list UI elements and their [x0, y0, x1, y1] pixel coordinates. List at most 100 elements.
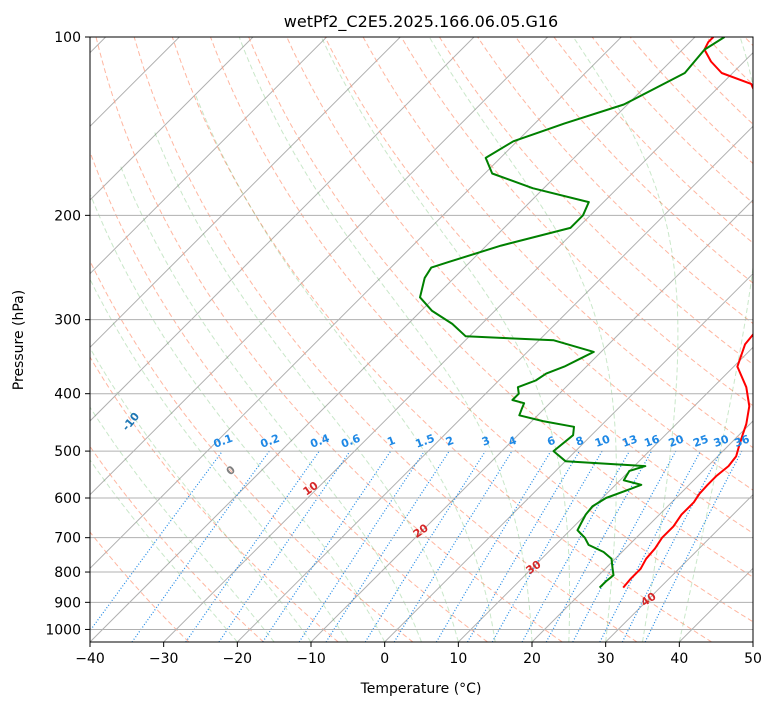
x-tick-label: −40 — [75, 651, 105, 667]
mixing-ratio-label: 36 — [733, 432, 752, 450]
pressure-gridlines — [90, 37, 753, 630]
mixing-ratio-line — [364, 450, 486, 642]
dry-adiabat-line — [591, 37, 753, 204]
mixing-ratio-line — [90, 450, 223, 632]
moist-adiabat-line — [428, 37, 617, 642]
x-tick-label: 0 — [380, 651, 389, 667]
x-tick-label: 40 — [670, 651, 688, 667]
mixing-ratio-line — [435, 450, 552, 642]
mixing-ratio-label: 10 — [593, 432, 612, 450]
dry-adiabat-line — [744, 37, 753, 47]
isotherm-line — [163, 51, 753, 642]
mixing-ratio-label: 8 — [574, 434, 586, 449]
mixing-ratio-label: 0.1 — [212, 432, 235, 451]
moist-adiabat-line — [678, 37, 753, 642]
dry-adiabat-line — [477, 37, 753, 325]
series-layer — [419, 37, 753, 589]
dry-adiabat-line — [90, 445, 264, 642]
isotherm-line — [0, 10, 59, 642]
y-tick-label: 500 — [54, 444, 81, 460]
isotherm-line — [90, 37, 696, 642]
mixing-ratio-label: 0.6 — [339, 432, 362, 451]
x-tick-label: 30 — [597, 651, 615, 667]
y-tick-label: 200 — [54, 208, 81, 224]
dry-adiabat-line — [705, 37, 753, 86]
isotherm-line — [90, 37, 549, 496]
mixing-ratio-label: 20 — [667, 432, 686, 450]
temperature-line — [622, 37, 753, 589]
mixing-ratio-label: 0.2 — [259, 432, 282, 451]
mixing-ratio-label: 1 — [385, 434, 397, 449]
isotherm-line — [90, 37, 181, 128]
moist-adiabat-line — [90, 347, 312, 642]
mixing-ratio-label: 0.4 — [309, 432, 332, 451]
isotherm-line — [678, 567, 753, 642]
moist-adiabat-line — [90, 459, 238, 642]
x-axis-title: Temperature (°C) — [360, 681, 482, 697]
dry-adiabat-line — [133, 37, 638, 642]
mixing-ratio-line — [393, 450, 513, 642]
isotherm-line — [90, 37, 328, 275]
isotherm-line — [384, 272, 753, 642]
moist-adiabat-line — [572, 37, 679, 642]
dewpoint-line — [419, 37, 726, 589]
dry-adiabat-line — [400, 37, 753, 407]
dry-adiabat-line — [90, 259, 414, 642]
y-tick-label: 400 — [54, 387, 81, 403]
x-tick-label: −30 — [149, 651, 179, 667]
plot-frame — [89, 36, 754, 643]
x-axis: −40 −30 −20 −10 0 10 20 30 40 50 — [75, 642, 762, 667]
mixing-ratio-label: 2 — [444, 434, 456, 449]
mixing-ratio-label: 25 — [691, 433, 710, 450]
mixing-ratio-label: 16 — [642, 432, 661, 450]
x-tick-label: −20 — [223, 651, 253, 667]
moist-adiabat-line — [90, 195, 386, 642]
x-tick-label: 10 — [449, 651, 467, 667]
dry-adiabat-line — [438, 37, 753, 366]
dry-adiabat-line — [667, 37, 753, 125]
dry-adiabat-line — [90, 356, 339, 642]
mixing-ratio-line — [298, 450, 425, 642]
mixing-ratio-line — [131, 450, 270, 642]
chart-title: wetPf2_C2E5.2025.166.06.05.G16 — [284, 12, 558, 32]
mixing-ratio-line — [466, 450, 580, 642]
y-tick-label: 600 — [54, 491, 81, 507]
y-axis-title: Pressure (hPa) — [11, 290, 27, 390]
mixing-ratio-line — [262, 450, 392, 642]
isotherm-line — [90, 37, 623, 570]
mixing-ratio-line — [644, 450, 743, 642]
isotherm-line — [90, 37, 402, 349]
dry-adiabat-label: -10 — [120, 410, 143, 434]
isotherm-line — [310, 199, 753, 642]
mixing-ratio-line — [218, 450, 351, 642]
isotherm-line — [605, 493, 753, 642]
moist-adiabat-line — [90, 406, 275, 642]
dry-adiabat-line — [90, 531, 190, 642]
dry-adiabat-line — [248, 37, 753, 578]
y-tick-label: 900 — [54, 595, 81, 611]
dry-adiabat-line — [770, 24, 775, 642]
y-tick-label: 800 — [54, 565, 81, 581]
moist-adiabat-line — [194, 94, 496, 642]
mixing-ratio-line — [521, 450, 631, 642]
isotherm-line — [531, 420, 753, 642]
moist-adiabat-line — [320, 37, 571, 642]
mixing-ratio-line — [545, 450, 653, 642]
moist-adiabat-line — [119, 165, 422, 642]
mixing-ratio-label: 3 — [480, 434, 492, 449]
x-tick-label: −10 — [296, 651, 326, 667]
dry-adiabat-line — [171, 37, 712, 642]
mixing-ratio-line — [621, 450, 722, 642]
mixing-ratio-label: 30 — [712, 432, 731, 450]
dry-adiabat-line — [515, 37, 753, 284]
isotherm-line — [90, 37, 254, 201]
y-tick-label: 1000 — [45, 622, 81, 638]
mixing-ratio-label: 4 — [507, 434, 519, 449]
mixing-ratio-label: 6 — [545, 434, 557, 449]
isotherm-line — [236, 125, 753, 642]
moist-adiabat-line — [154, 132, 459, 642]
mixing-ratio-label: 13 — [620, 433, 639, 450]
x-tick-label: 50 — [744, 651, 762, 667]
dry-adiabat-line — [324, 37, 753, 491]
